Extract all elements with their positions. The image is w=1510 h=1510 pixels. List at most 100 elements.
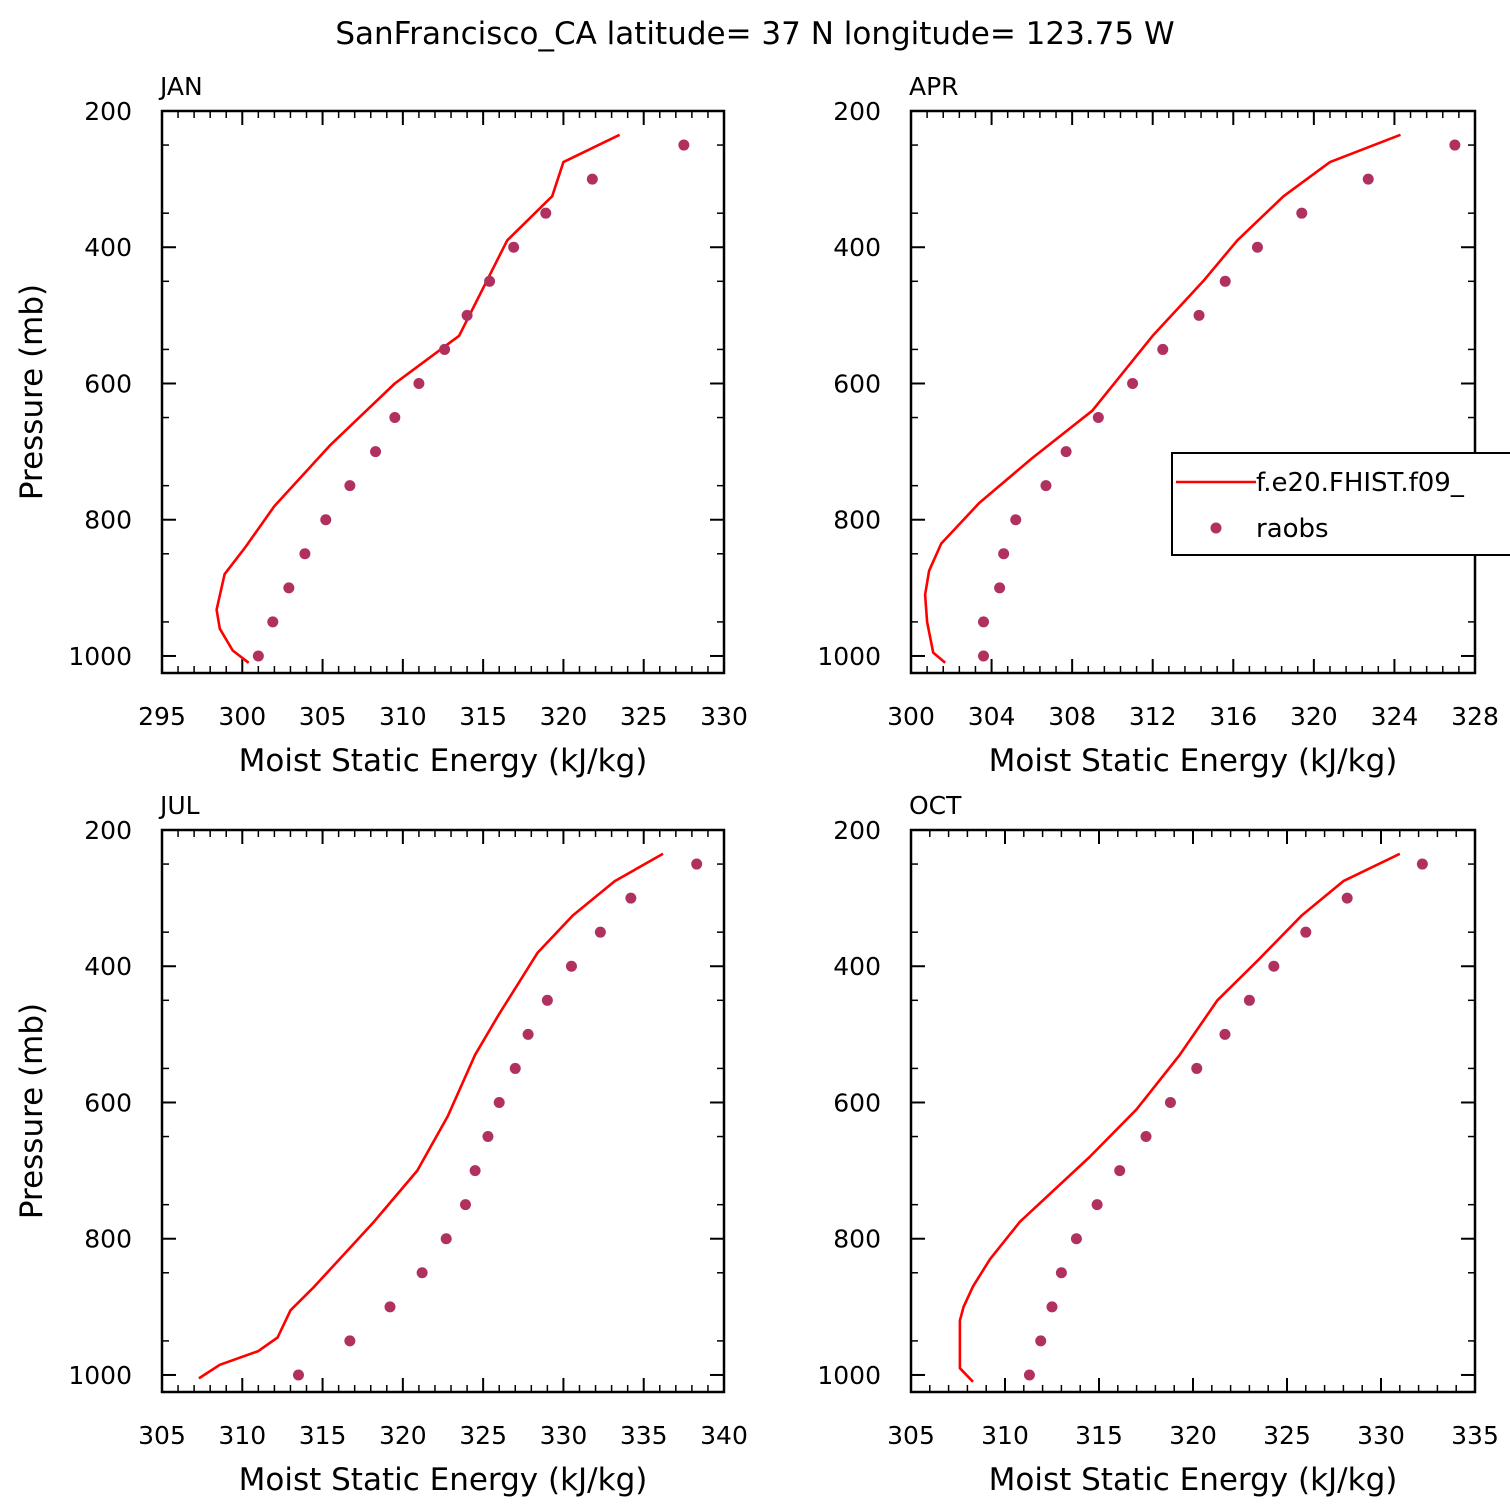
y-tick-label: 800 [84,506,132,535]
raobs-point [493,1096,505,1108]
y-tick-label: 200 [84,816,132,845]
y-tick-label: 600 [833,1088,881,1117]
y-tick-label: 600 [84,1088,132,1117]
panel-label: OCT [909,791,962,820]
y-tick-label: 400 [833,952,881,981]
x-tick-label: 320 [1169,1421,1217,1450]
raobs-point [978,650,990,662]
y-tick-label: 400 [84,952,132,981]
x-tick-label: 305 [138,1421,186,1450]
x-tick-label: 316 [1209,702,1257,731]
plot-frame [160,109,726,675]
x-tick-label: 325 [620,702,668,731]
raobs-point [1157,343,1169,355]
y-tick-label: 600 [833,369,881,398]
x-tick-label: 330 [540,1421,588,1450]
x-tick-label: 330 [700,702,748,731]
panel-label: JAN [158,72,203,101]
x-tick-label: 335 [1451,1421,1499,1450]
plot-frame [909,828,1477,1394]
x-tick-label: 305 [299,702,347,731]
raobs-point [459,1199,471,1211]
legend-entry-model: f.e20.FHIST.f09_ [1256,468,1465,498]
raobs-point [299,548,311,560]
y-tick-label: 200 [833,816,881,845]
raobs-point [439,343,451,355]
legend-box [1171,452,1510,556]
x-tick-label: 295 [138,702,186,731]
raobs-point [267,616,279,628]
model-series-line [923,133,1401,664]
x-tick-label: 340 [700,1421,748,1450]
x-axis-label: Moist Static Energy (kJ/kg) [989,1462,1398,1498]
panel-label: APR [909,72,959,101]
raobs-point [994,582,1006,594]
raobs-point [1296,207,1308,219]
y-axis-label: Pressure (mb) [14,284,50,500]
y-tick-label: 600 [84,369,132,398]
raobs-point [283,582,295,594]
raobs-point [691,858,703,870]
raobs-point [1219,275,1231,287]
raobs-point [320,514,332,526]
raobs-point [1268,960,1280,972]
raobs-point [565,960,577,972]
x-tick-label: 300 [218,702,266,731]
raobs-point [482,1131,494,1143]
y-tick-label: 400 [833,233,881,262]
panel-apr: APR 300 304 308 312 316 320 324 328 200 400 600 800 1… [817,72,1498,779]
y-tick-label: 1000 [817,1361,881,1390]
panel-jan: JAN 295 300 305 310 315 320 325 330 200 400 600 800 1… [14,72,748,779]
raobs-point [1243,994,1255,1006]
legend-marker-swatch [1210,522,1222,534]
raobs-point [509,1062,521,1074]
raobs-point [469,1165,481,1177]
x-tick-label: 320 [540,702,588,731]
raobs-point [370,446,382,458]
raobs-point [1010,514,1022,526]
raobs-point [389,412,401,424]
raobs-point [1060,446,1072,458]
raobs-point [1046,1301,1058,1313]
plot-frame [160,828,726,1394]
raobs-point [1362,173,1374,185]
x-tick-label: 324 [1371,702,1419,731]
raobs-point [998,548,1010,560]
raobs-point [416,1267,428,1279]
raobs-point [1091,1199,1103,1211]
raobs-point [1023,1369,1035,1381]
x-tick-label: 310 [981,1421,1029,1450]
y-axis-label: Pressure (mb) [14,1003,50,1219]
raobs-point [344,1335,356,1347]
x-tick-label: 315 [1075,1421,1123,1450]
figure-title: SanFrancisco_CA latitude= 37 N longitude… [335,16,1174,52]
raobs-point [252,650,264,662]
raobs-point [344,480,356,492]
y-tick-label: 800 [84,1225,132,1254]
y-tick-label: 400 [84,233,132,262]
x-tick-label: 310 [379,702,427,731]
raobs-point [1070,1233,1082,1245]
x-axis-label: Moist Static Energy (kJ/kg) [239,1462,648,1498]
raobs-point [978,616,990,628]
panel-jul: JUL 305 310 315 320 325 330 335 340 200 400 600 800 1… [14,791,748,1498]
raobs-point [1164,1096,1176,1108]
raobs-point [541,994,553,1006]
y-tick-label: 800 [833,506,881,535]
panel-label: JUL [158,791,200,820]
x-axis-label: Moist Static Energy (kJ/kg) [239,743,648,779]
plot-frame [909,109,1477,675]
x-tick-label: 335 [620,1421,668,1450]
raobs-point [292,1369,304,1381]
x-tick-label: 320 [379,1421,427,1450]
raobs-point [1449,139,1461,151]
raobs-point [1219,1028,1231,1040]
raobs-point [1193,309,1205,321]
y-tick-label: 800 [833,1225,881,1254]
model-series-line [215,133,621,664]
legend-entry-raobs: raobs [1256,514,1329,544]
x-tick-label: 300 [887,702,935,731]
legend: f.e20.FHIST.f09_raobs [1171,452,1510,556]
x-tick-label: 325 [459,1421,507,1450]
y-tick-label: 200 [833,97,881,126]
